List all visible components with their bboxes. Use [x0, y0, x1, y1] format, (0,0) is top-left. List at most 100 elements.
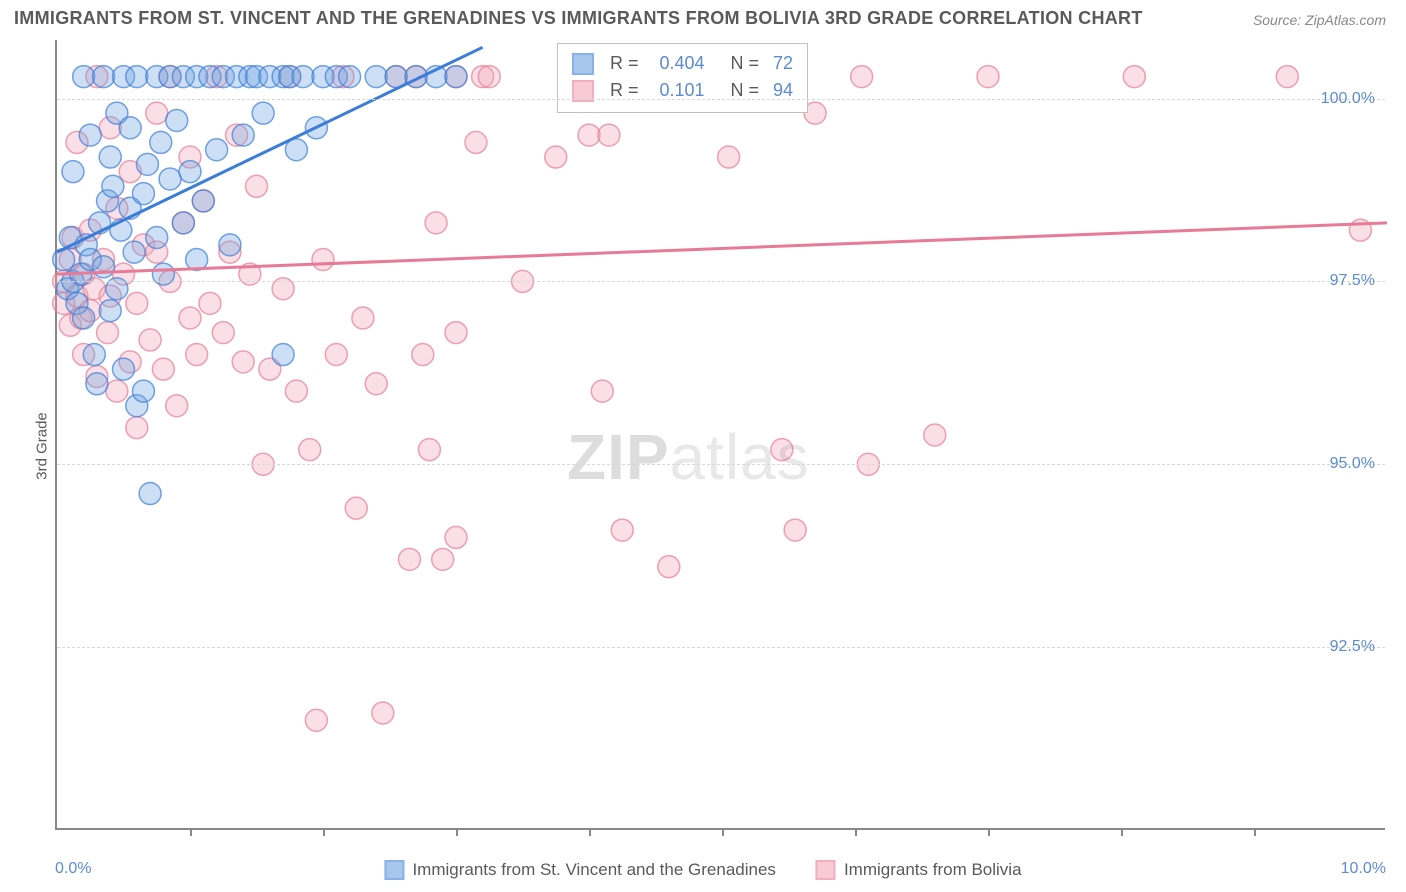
scatter-point — [465, 131, 487, 153]
scatter-point — [445, 322, 467, 344]
stats-n-value-2: 94 — [773, 77, 793, 104]
scatter-point — [62, 161, 84, 183]
scatter-point — [53, 248, 75, 270]
scatter-point — [312, 248, 334, 270]
scatter-point — [299, 439, 321, 461]
scatter-point — [851, 66, 873, 88]
scatter-point — [212, 322, 234, 344]
chart-svg — [57, 40, 1385, 828]
x-tick-mark — [988, 828, 990, 836]
scatter-point — [365, 66, 387, 88]
y-axis-label: 3rd Grade — [33, 412, 50, 480]
scatter-point — [192, 190, 214, 212]
y-tick-label: 95.0% — [1330, 455, 1375, 473]
legend-item-2: Immigrants from Bolivia — [816, 860, 1022, 880]
scatter-point — [136, 153, 158, 175]
stats-n-value-1: 72 — [773, 50, 793, 77]
scatter-point — [365, 373, 387, 395]
stats-n-label-1: N = — [721, 50, 760, 77]
scatter-point — [285, 380, 307, 402]
scatter-point — [132, 380, 154, 402]
regression-line — [57, 223, 1387, 274]
stats-n-label-2: N = — [721, 77, 760, 104]
scatter-point — [83, 344, 105, 366]
x-tick-mark — [323, 828, 325, 836]
scatter-point — [199, 292, 221, 314]
scatter-point — [86, 373, 108, 395]
scatter-point — [99, 300, 121, 322]
scatter-point — [126, 66, 148, 88]
scatter-point — [79, 124, 101, 146]
legend-item-1: Immigrants from St. Vincent and the Gren… — [384, 860, 775, 880]
scatter-point — [658, 556, 680, 578]
scatter-point — [977, 66, 999, 88]
scatter-point — [99, 146, 121, 168]
scatter-point — [611, 519, 633, 541]
scatter-point — [578, 124, 600, 146]
stats-r-label-1: R = — [610, 50, 639, 77]
bottom-legend: Immigrants from St. Vincent and the Gren… — [384, 860, 1021, 880]
scatter-point — [126, 292, 148, 314]
scatter-point — [325, 344, 347, 366]
scatter-point — [478, 66, 500, 88]
scatter-point — [139, 483, 161, 505]
scatter-point — [106, 380, 128, 402]
scatter-point — [345, 497, 367, 519]
scatter-point — [591, 380, 613, 402]
scatter-point — [166, 109, 188, 131]
scatter-point — [272, 344, 294, 366]
scatter-point — [445, 66, 467, 88]
scatter-point — [159, 168, 181, 190]
scatter-point — [73, 66, 95, 88]
scatter-point — [97, 322, 119, 344]
scatter-point — [150, 131, 172, 153]
stats-legend-box: R = 0.404 N = 72 R = 0.101 N = 94 — [557, 43, 808, 113]
stats-row-series1: R = 0.404 N = 72 — [572, 50, 793, 77]
scatter-point — [172, 212, 194, 234]
x-tick-mark — [1121, 828, 1123, 836]
plot-area: R = 0.404 N = 72 R = 0.101 N = 94 ZIPatl… — [55, 40, 1385, 830]
scatter-point — [432, 548, 454, 570]
x-tick-mark — [1254, 828, 1256, 836]
scatter-point — [206, 139, 228, 161]
scatter-point — [179, 307, 201, 329]
scatter-point — [219, 234, 241, 256]
scatter-point — [372, 702, 394, 724]
scatter-point — [784, 519, 806, 541]
scatter-point — [93, 256, 115, 278]
scatter-point — [179, 161, 201, 183]
scatter-point — [73, 307, 95, 329]
scatter-point — [186, 344, 208, 366]
scatter-point — [139, 329, 161, 351]
scatter-point — [445, 526, 467, 548]
y-tick-label: 100.0% — [1321, 90, 1375, 108]
scatter-point — [113, 358, 135, 380]
scatter-point — [232, 351, 254, 373]
scatter-point — [292, 66, 314, 88]
legend-swatch-2 — [816, 860, 836, 880]
scatter-point — [252, 102, 274, 124]
stats-swatch-1 — [572, 53, 594, 75]
legend-label-2: Immigrants from Bolivia — [844, 860, 1022, 880]
scatter-point — [718, 146, 740, 168]
scatter-point — [126, 417, 148, 439]
stats-r-label-2: R = — [610, 77, 639, 104]
stats-r-value-1: 0.404 — [649, 50, 705, 77]
scatter-point — [146, 102, 168, 124]
x-tick-mark — [456, 828, 458, 836]
scatter-point — [102, 175, 124, 197]
scatter-point — [924, 424, 946, 446]
scatter-point — [93, 66, 115, 88]
scatter-point — [146, 227, 168, 249]
scatter-point — [412, 344, 434, 366]
gridline-h — [57, 647, 1385, 648]
scatter-point — [418, 439, 440, 461]
chart-title: IMMIGRANTS FROM ST. VINCENT AND THE GREN… — [14, 8, 1143, 29]
x-tick-mark — [190, 828, 192, 836]
legend-swatch-1 — [384, 860, 404, 880]
x-axis-min-label: 0.0% — [55, 860, 91, 878]
scatter-point — [425, 212, 447, 234]
scatter-point — [1123, 66, 1145, 88]
scatter-point — [246, 175, 268, 197]
stats-row-series2: R = 0.101 N = 94 — [572, 77, 793, 104]
